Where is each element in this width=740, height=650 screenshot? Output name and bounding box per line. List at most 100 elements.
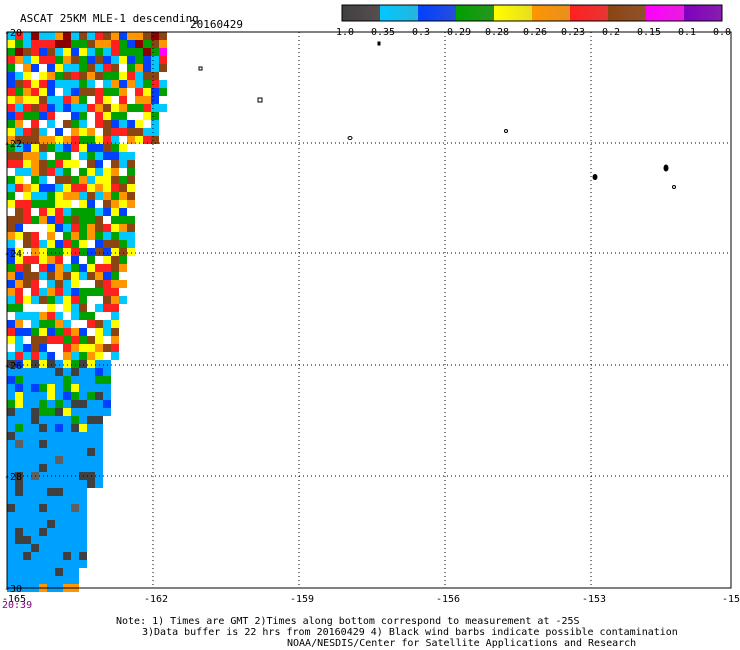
swath-cell bbox=[15, 344, 23, 352]
swath-cell bbox=[15, 208, 23, 216]
swath-cell bbox=[95, 448, 103, 456]
swath-cell bbox=[7, 168, 15, 176]
swath-cell bbox=[23, 72, 31, 80]
swath-cell bbox=[127, 232, 135, 240]
swath-cell bbox=[39, 488, 47, 496]
swath-cell bbox=[111, 320, 119, 328]
colorbar-segment bbox=[456, 5, 495, 21]
swath-cell bbox=[79, 144, 87, 152]
swath-cell bbox=[63, 80, 71, 88]
swath-cell bbox=[87, 432, 95, 440]
swath-cell bbox=[111, 296, 119, 304]
swath-cell bbox=[95, 360, 103, 368]
swath-cell bbox=[63, 576, 71, 584]
swath-cell bbox=[79, 392, 87, 400]
swath-cell bbox=[71, 312, 79, 320]
swath-cell bbox=[47, 96, 55, 104]
swath-cell bbox=[7, 344, 15, 352]
swath-cell bbox=[39, 240, 47, 248]
swath-cell bbox=[87, 328, 95, 336]
swath-cell bbox=[79, 256, 87, 264]
swath-cell bbox=[103, 120, 111, 128]
swath-cell bbox=[159, 104, 167, 112]
swath-cell bbox=[23, 152, 31, 160]
swath-cell bbox=[31, 152, 39, 160]
swath-cell bbox=[79, 504, 87, 512]
swath-cell bbox=[7, 208, 15, 216]
swath-cell bbox=[95, 288, 103, 296]
swath-cell bbox=[31, 248, 39, 256]
swath-cell bbox=[15, 40, 23, 48]
swath-cell bbox=[71, 576, 79, 584]
swath-cell bbox=[103, 88, 111, 96]
swath-cell bbox=[127, 64, 135, 72]
swath-cell bbox=[111, 216, 119, 224]
swath-cell bbox=[47, 144, 55, 152]
swath-cell bbox=[63, 440, 71, 448]
swath-cell bbox=[7, 512, 15, 520]
swath-cell bbox=[111, 248, 119, 256]
swath-cell bbox=[63, 304, 71, 312]
swath-cell bbox=[47, 288, 55, 296]
swath-cell bbox=[15, 120, 23, 128]
swath-cell bbox=[79, 360, 87, 368]
swath-cell bbox=[79, 176, 87, 184]
swath-cell bbox=[71, 384, 79, 392]
swath-cell bbox=[103, 408, 111, 416]
swath-cell bbox=[111, 144, 119, 152]
swath-cell bbox=[119, 144, 127, 152]
swath-cell bbox=[47, 240, 55, 248]
swath-cell bbox=[55, 528, 63, 536]
swath-cell bbox=[95, 376, 103, 384]
swath-cell bbox=[143, 32, 151, 40]
swath-cell bbox=[63, 504, 71, 512]
swath-cell bbox=[39, 72, 47, 80]
swath-cell bbox=[159, 64, 167, 72]
swath-cell bbox=[103, 48, 111, 56]
swath-cell bbox=[63, 528, 71, 536]
swath-cell bbox=[55, 264, 63, 272]
swath-cell bbox=[39, 456, 47, 464]
swath-cell bbox=[111, 208, 119, 216]
swath-cell bbox=[71, 440, 79, 448]
swath-cell bbox=[151, 120, 159, 128]
swath-cell bbox=[71, 408, 79, 416]
swath-cell bbox=[55, 424, 63, 432]
swath-cell bbox=[127, 32, 135, 40]
swath-cell bbox=[111, 264, 119, 272]
swath-cell bbox=[23, 104, 31, 112]
swath-cell bbox=[63, 464, 71, 472]
swath-cell bbox=[47, 128, 55, 136]
swath-cell bbox=[15, 168, 23, 176]
swath-cell bbox=[143, 80, 151, 88]
swath-cell bbox=[79, 440, 87, 448]
swath-cell bbox=[7, 568, 15, 576]
swath-cell bbox=[111, 304, 119, 312]
swath-cell bbox=[87, 248, 95, 256]
swath-cell bbox=[23, 520, 31, 528]
swath-cell bbox=[7, 56, 15, 64]
swath-cell bbox=[79, 200, 87, 208]
swath-cell bbox=[159, 72, 167, 80]
swath-cell bbox=[87, 120, 95, 128]
swath-cell bbox=[87, 208, 95, 216]
swath-cell bbox=[111, 336, 119, 344]
swath-cell bbox=[111, 280, 119, 288]
swath-cell bbox=[55, 136, 63, 144]
swath-cell bbox=[23, 96, 31, 104]
swath-cell bbox=[55, 112, 63, 120]
swath-cell bbox=[79, 72, 87, 80]
swath-cell bbox=[47, 136, 55, 144]
swath-cell bbox=[31, 64, 39, 72]
swath-cell bbox=[47, 424, 55, 432]
swath-cell bbox=[7, 480, 15, 488]
colorbar bbox=[341, 4, 723, 22]
swath-cell bbox=[39, 360, 47, 368]
swath-cell bbox=[39, 424, 47, 432]
swath-cell bbox=[31, 40, 39, 48]
swath-cell bbox=[111, 136, 119, 144]
swath-cell bbox=[31, 424, 39, 432]
swath-cell bbox=[63, 456, 71, 464]
swath-cell bbox=[31, 528, 39, 536]
swath-cell bbox=[79, 216, 87, 224]
